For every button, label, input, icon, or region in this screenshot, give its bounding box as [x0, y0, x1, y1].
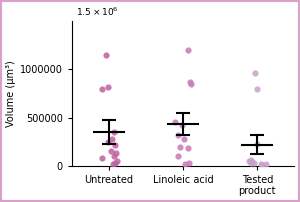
Point — [175, 155, 180, 158]
Point — [186, 48, 190, 52]
Point — [248, 158, 253, 162]
Point — [263, 163, 268, 166]
Point — [110, 137, 115, 140]
Point — [180, 124, 184, 127]
Point — [254, 142, 259, 145]
Point — [183, 162, 188, 165]
Point — [187, 161, 191, 165]
Point — [105, 140, 110, 143]
Point — [185, 147, 190, 150]
Point — [112, 161, 117, 165]
Point — [173, 121, 178, 124]
Text: $1.5\times10^6$: $1.5\times10^6$ — [76, 6, 119, 18]
Point — [115, 159, 120, 163]
Point — [189, 82, 194, 85]
Point — [104, 53, 109, 56]
Point — [249, 160, 254, 164]
Point — [111, 162, 116, 165]
Point — [253, 72, 257, 75]
Point — [259, 163, 264, 166]
Point — [100, 87, 104, 90]
Point — [176, 133, 181, 137]
Point — [109, 150, 114, 153]
Point — [113, 143, 118, 146]
Point — [178, 145, 183, 148]
Point — [188, 80, 192, 83]
Point — [182, 137, 186, 140]
Point — [249, 161, 254, 165]
Point — [106, 85, 110, 88]
Point — [99, 157, 104, 160]
Point — [112, 155, 116, 158]
Point — [247, 159, 252, 163]
Point — [254, 87, 259, 90]
Point — [252, 162, 256, 165]
Point — [114, 152, 119, 155]
Y-axis label: Volume (μm³): Volume (μm³) — [6, 60, 16, 127]
Point — [258, 162, 263, 165]
Point — [111, 130, 116, 134]
